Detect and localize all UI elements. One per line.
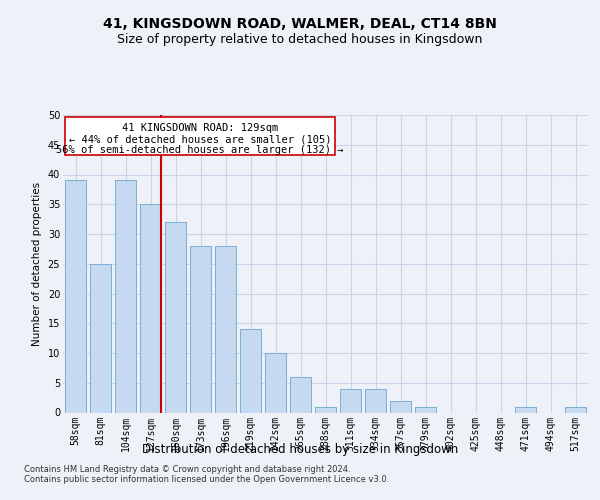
Text: ← 44% of detached houses are smaller (105): ← 44% of detached houses are smaller (10… [69, 134, 331, 144]
Bar [265, 353, 286, 412]
Bar [165, 222, 186, 412]
Text: Distribution of detached houses by size in Kingsdown: Distribution of detached houses by size … [142, 442, 458, 456]
Bar [65, 180, 86, 412]
Text: Size of property relative to detached houses in Kingsdown: Size of property relative to detached ho… [118, 32, 482, 46]
Text: Contains HM Land Registry data © Crown copyright and database right 2024.
Contai: Contains HM Land Registry data © Crown c… [24, 465, 389, 484]
Bar [240, 329, 261, 412]
Bar [90, 264, 111, 412]
Bar [140, 204, 161, 412]
FancyBboxPatch shape [65, 117, 335, 156]
Text: 41 KINGSDOWN ROAD: 129sqm: 41 KINGSDOWN ROAD: 129sqm [122, 122, 278, 132]
Bar [415, 406, 436, 412]
Text: 56% of semi-detached houses are larger (132) →: 56% of semi-detached houses are larger (… [56, 146, 344, 156]
Text: 41, KINGSDOWN ROAD, WALMER, DEAL, CT14 8BN: 41, KINGSDOWN ROAD, WALMER, DEAL, CT14 8… [103, 18, 497, 32]
Bar [340, 388, 361, 412]
Bar [115, 180, 136, 412]
Bar [290, 377, 311, 412]
Bar [515, 406, 536, 412]
Bar [365, 388, 386, 412]
Bar [215, 246, 236, 412]
Bar [315, 406, 336, 412]
Bar [190, 246, 211, 412]
Bar [565, 406, 586, 412]
Y-axis label: Number of detached properties: Number of detached properties [32, 182, 42, 346]
Bar [390, 400, 411, 412]
